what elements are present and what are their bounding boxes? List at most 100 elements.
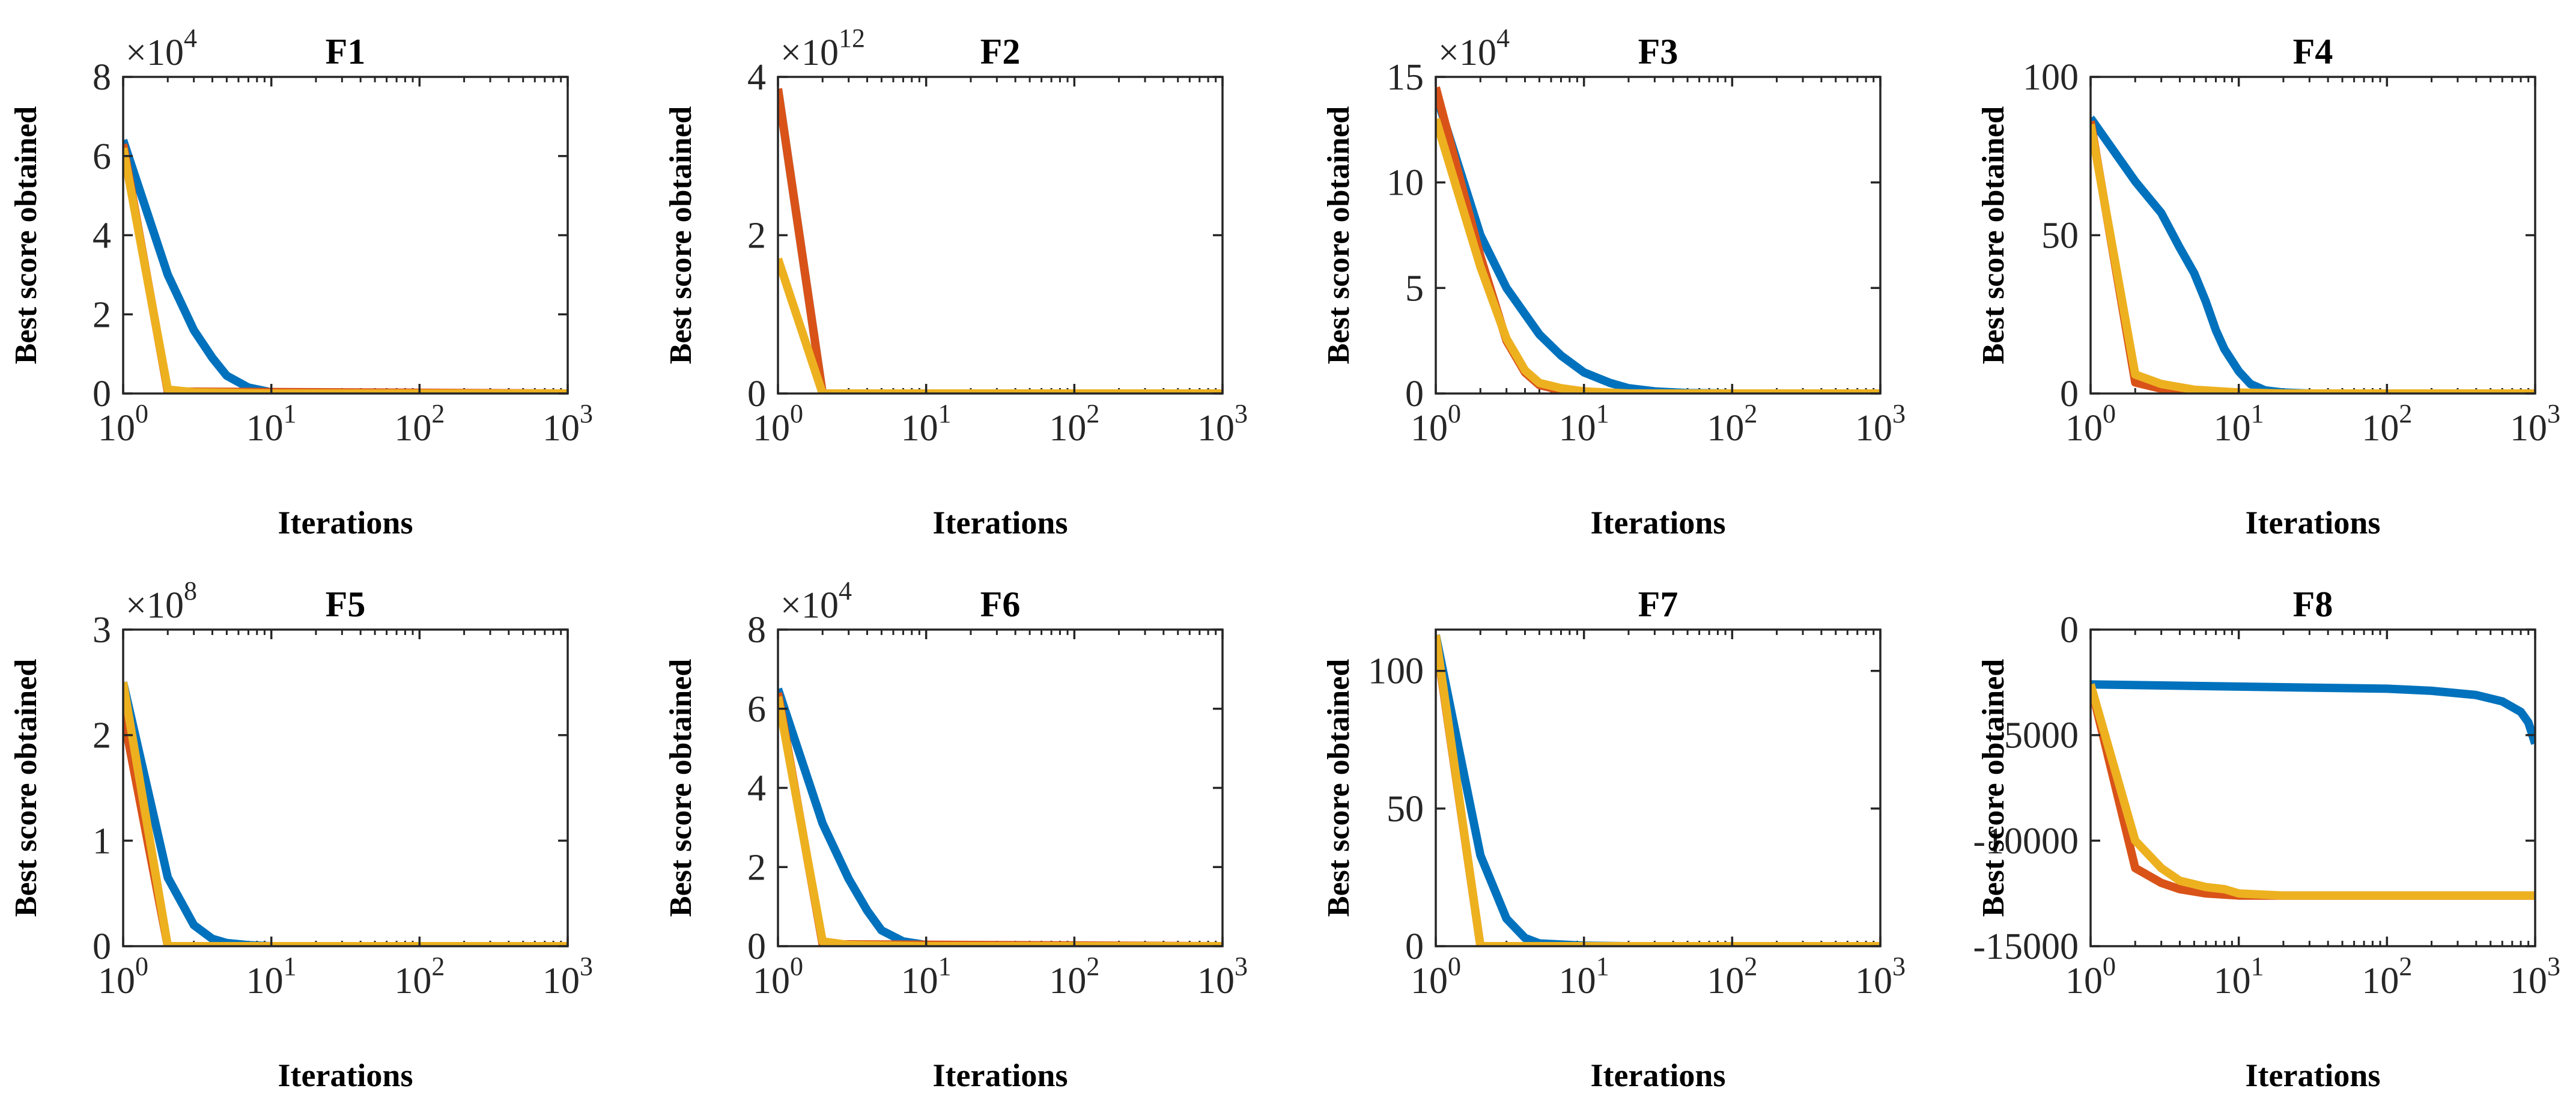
x-tick-label: 102 — [2362, 399, 2412, 449]
x-tick-base: 10 — [98, 961, 135, 1001]
x-tick-label: 102 — [394, 399, 445, 449]
y-scale-prefix: ×10 — [780, 32, 839, 73]
y-tick-label: -15000 — [1973, 926, 2079, 967]
plot-area — [2091, 77, 2535, 393]
y-tick-label: 5 — [1405, 268, 1424, 309]
y-tick-label: 0 — [1405, 374, 1424, 415]
y-axis-label: Best score obtained — [1976, 659, 2011, 917]
x-axis-label: Iterations — [933, 1057, 1068, 1093]
x-tick-exponent: 3 — [580, 399, 593, 428]
x-tick-label: 101 — [246, 952, 297, 1001]
y-scale-prefix: ×10 — [780, 585, 839, 626]
x-tick-base: 10 — [1049, 961, 1086, 1001]
x-tick-base: 10 — [98, 408, 135, 449]
x-tick-label: 103 — [1197, 952, 1248, 1001]
x-tick-label: 102 — [394, 952, 445, 1001]
x-axis-label: Iterations — [933, 505, 1068, 541]
y-tick-label: -5000 — [1991, 716, 2079, 756]
subplot-f8: 100 101 102 103-15000-10000-50000F8Iteratio… — [1973, 585, 2560, 1093]
y-tick-label: 100 — [2023, 57, 2079, 98]
y-tick-label: 2 — [93, 294, 111, 335]
axes-box — [122, 628, 569, 947]
series-group — [778, 88, 1223, 393]
x-tick-base: 10 — [2214, 408, 2251, 449]
y-axis-label: Best score obtained — [664, 106, 698, 365]
y-tick-label: 8 — [747, 610, 766, 651]
x-tick-base: 10 — [1707, 408, 1744, 449]
subplot-title: F8 — [2293, 585, 2333, 624]
y-tick-label: 2 — [93, 716, 111, 756]
y-tick-label: 0 — [747, 926, 766, 967]
x-tick-exponent: 0 — [2103, 399, 2116, 428]
x-tick-base: 10 — [542, 408, 580, 449]
y-axis-label: Best score obtained — [9, 659, 43, 917]
x-tick-exponent: 0 — [790, 952, 803, 981]
x-tick-base: 10 — [542, 961, 580, 1001]
x-tick-exponent: 1 — [938, 952, 952, 981]
y-scale-factor: ×1012 — [780, 23, 865, 73]
x-tick-base: 10 — [246, 961, 284, 1001]
x-tick-label: 101 — [901, 952, 952, 1001]
x-tick-base: 10 — [2362, 961, 2399, 1001]
x-axis-label: Iterations — [2246, 505, 2381, 541]
plot-area — [123, 630, 568, 946]
series-line-yellow — [123, 147, 568, 393]
x-tick-label: 100 — [753, 952, 803, 1001]
x-tick-exponent: 2 — [431, 399, 445, 428]
series-line-yellow — [778, 257, 1223, 393]
axes-box — [2089, 628, 2536, 947]
y-tick-label: 15 — [1387, 57, 1424, 98]
x-tick-exponent: 0 — [2103, 952, 2116, 981]
x-tick-base: 10 — [753, 961, 790, 1001]
x-tick-exponent: 0 — [1448, 952, 1461, 981]
series-line-yellow — [2091, 683, 2535, 900]
subplot-title: F1 — [326, 32, 366, 71]
y-scale-factor: ×108 — [126, 576, 197, 626]
y-tick-label: 3 — [93, 610, 111, 651]
y-axis-label: Best score obtained — [1976, 106, 2011, 365]
x-tick-base: 10 — [2214, 961, 2251, 1001]
x-tick-label: 103 — [2510, 399, 2560, 449]
x-tick-exponent: 3 — [1235, 952, 1248, 981]
y-scale-prefix: ×10 — [1438, 32, 1496, 73]
x-tick-label: 101 — [246, 399, 297, 449]
y-tick-label: 50 — [1387, 789, 1424, 830]
x-tick-base: 10 — [1707, 961, 1744, 1001]
x-tick-label: 100 — [2065, 399, 2116, 449]
x-tick-exponent: 1 — [284, 399, 297, 428]
y-axis-label: Best score obtained — [1322, 106, 1356, 365]
y-scale-factor: ×104 — [780, 576, 852, 626]
x-tick-label: 103 — [2510, 952, 2560, 1001]
x-tick-label: 101 — [901, 399, 952, 449]
x-tick-exponent: 2 — [1086, 399, 1099, 428]
y-tick-label: 1 — [93, 821, 111, 861]
x-tick-base: 10 — [1049, 408, 1086, 449]
x-tick-base: 10 — [1411, 961, 1448, 1001]
x-axis-label: Iterations — [1591, 1057, 1726, 1093]
x-tick-base: 10 — [901, 408, 938, 449]
x-tick-exponent: 2 — [1744, 399, 1757, 428]
x-tick-exponent: 0 — [135, 399, 148, 428]
x-tick-label: 100 — [98, 952, 148, 1001]
series-line-orange — [778, 88, 1223, 393]
y-tick-label: 4 — [93, 216, 111, 257]
y-tick-label: 8 — [93, 57, 111, 98]
x-tick-label: 102 — [1049, 399, 1099, 449]
y-tick-label: 10 — [1387, 163, 1424, 204]
x-tick-base: 10 — [1855, 961, 1892, 1001]
y-tick-label: 4 — [747, 768, 766, 809]
y-tick-label: 100 — [1368, 651, 1424, 692]
y-scale-prefix: ×10 — [126, 32, 184, 73]
x-tick-label: 101 — [2214, 952, 2264, 1001]
y-tick-label: 0 — [1405, 926, 1424, 967]
y-tick-label: 4 — [747, 57, 766, 98]
x-tick-exponent: 2 — [2399, 952, 2412, 981]
x-tick-base: 10 — [1411, 408, 1448, 449]
plot-area — [778, 630, 1223, 946]
series-group — [2091, 115, 2535, 393]
y-scale-exponent: 4 — [1496, 23, 1510, 53]
x-tick-exponent: 1 — [2251, 399, 2264, 428]
